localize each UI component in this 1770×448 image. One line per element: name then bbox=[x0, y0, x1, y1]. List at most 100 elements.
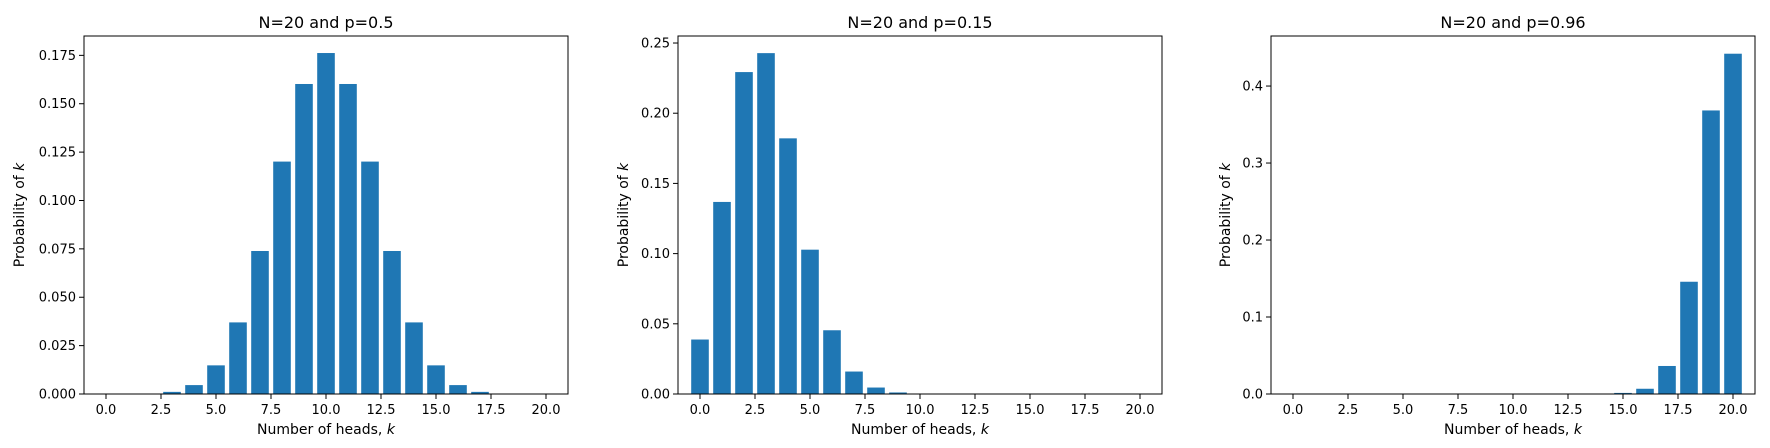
x-tick-label: 15.0 bbox=[1016, 403, 1045, 418]
bar-k-19 bbox=[1702, 110, 1720, 394]
x-tick-label: 0.0 bbox=[96, 403, 117, 418]
x-axis-label-2: Number of heads, k bbox=[851, 422, 990, 438]
y-tick-label: 0.100 bbox=[39, 194, 76, 209]
x-tick-label: 5.0 bbox=[1393, 403, 1414, 418]
bar-k-8 bbox=[867, 387, 885, 394]
bar-k-8 bbox=[273, 161, 291, 394]
x-tick-label: 12.5 bbox=[961, 403, 990, 418]
bar-k-0 bbox=[691, 339, 709, 394]
x-tick-label: 0.0 bbox=[690, 403, 711, 418]
x-ticks-2: 0.0 2.5 5.0 7.5 10.0 12.5 15.0 17.5 20.0 bbox=[690, 394, 1155, 418]
y-tick-label: 0.000 bbox=[39, 388, 76, 403]
y-tick-label: 0.150 bbox=[39, 97, 76, 112]
bar-k-7 bbox=[845, 371, 863, 394]
x-tick-label: 17.5 bbox=[477, 403, 506, 418]
y-tick-label: 0.125 bbox=[39, 146, 76, 161]
y-ticks-2: 0.00 0.05 0.10 0.15 0.20 0.25 bbox=[641, 37, 678, 403]
y-tick-label: 0.4 bbox=[1242, 80, 1263, 95]
bar-k-16 bbox=[1636, 388, 1654, 394]
y-axis-label-3: Probability of k bbox=[1218, 162, 1234, 267]
chart-title-3: N=20 and p=0.96 bbox=[1440, 13, 1585, 32]
y-tick-label: 0.3 bbox=[1242, 157, 1263, 172]
x-tick-label: 2.5 bbox=[1338, 403, 1359, 418]
y-axis-label-2: Probability of k bbox=[616, 162, 632, 267]
x-axis-label-3: Number of heads, k bbox=[1444, 422, 1583, 438]
bar-k-4 bbox=[779, 138, 797, 394]
x-ticks-3: 0.0 2.5 5.0 7.5 10.0 12.5 15.0 17.5 20.0 bbox=[1283, 394, 1748, 418]
y-tick-label: 0.050 bbox=[39, 291, 76, 306]
bar-k-9 bbox=[889, 392, 907, 394]
x-tick-label: 20.0 bbox=[1126, 403, 1155, 418]
y-tick-label: 0.25 bbox=[641, 37, 670, 52]
x-tick-label: 12.5 bbox=[367, 403, 396, 418]
bar-k-14 bbox=[405, 322, 423, 394]
bar-k-10 bbox=[317, 53, 335, 394]
x-tick-label: 0.0 bbox=[1283, 403, 1304, 418]
bar-k-7 bbox=[251, 250, 269, 394]
x-tick-label: 2.5 bbox=[745, 403, 766, 418]
x-tick-label: 5.0 bbox=[206, 403, 227, 418]
bar-k-12 bbox=[361, 161, 379, 394]
y-ticks-3: 0.0 0.1 0.2 0.3 0.4 bbox=[1242, 80, 1271, 403]
bars-3 bbox=[1548, 53, 1742, 395]
bar-k-5 bbox=[207, 365, 225, 394]
bar-k-9 bbox=[295, 83, 313, 395]
x-tick-label: 12.5 bbox=[1554, 403, 1583, 418]
x-tick-label: 10.0 bbox=[312, 403, 341, 418]
x-tick-label: 10.0 bbox=[906, 403, 935, 418]
y-tick-label: 0.20 bbox=[641, 107, 670, 122]
x-tick-label: 5.0 bbox=[800, 403, 821, 418]
bar-k-4 bbox=[185, 385, 203, 394]
chart-title-1: N=20 and p=0.5 bbox=[258, 13, 393, 32]
bar-k-6 bbox=[823, 330, 841, 394]
y-tick-label: 0.05 bbox=[641, 317, 670, 332]
x-tick-label: 2.5 bbox=[151, 403, 172, 418]
y-tick-label: 0.075 bbox=[39, 242, 76, 257]
y-axis-label-1: Probability of k bbox=[12, 162, 28, 267]
x-axis-label-1: Number of heads, k bbox=[257, 422, 396, 438]
bar-k-18 bbox=[1680, 281, 1698, 394]
y-tick-label: 0.1 bbox=[1242, 311, 1263, 326]
chart-panel-2: N=20 and p=0.15 0.0 2.5 5.0 7.5 10.0 12.5 15.0… bbox=[616, 13, 1163, 438]
bar-k-3 bbox=[163, 391, 181, 394]
bar-k-2 bbox=[735, 72, 753, 394]
bar-k-20 bbox=[1724, 53, 1742, 395]
x-tick-label: 15.0 bbox=[422, 403, 451, 418]
bar-k-17 bbox=[471, 391, 489, 394]
bar-k-3 bbox=[757, 53, 775, 394]
x-tick-label: 17.5 bbox=[1664, 403, 1693, 418]
y-tick-label: 0.2 bbox=[1242, 234, 1263, 249]
y-tick-label: 0.15 bbox=[641, 177, 670, 192]
bar-k-15 bbox=[1614, 392, 1632, 394]
x-tick-label: 7.5 bbox=[1448, 403, 1469, 418]
bar-k-6 bbox=[229, 322, 247, 394]
bar-k-16 bbox=[449, 385, 467, 394]
y-tick-label: 0.025 bbox=[39, 339, 76, 354]
y-tick-label: 0.10 bbox=[641, 247, 670, 262]
x-tick-label: 7.5 bbox=[855, 403, 876, 418]
bar-k-1 bbox=[713, 201, 731, 394]
bar-k-11 bbox=[339, 83, 357, 395]
y-tick-label: 0.00 bbox=[641, 388, 670, 403]
chart-panel-3: N=20 and p=0.96 0.0 2.5 5.0 7.5 10.0 12.5 15.0… bbox=[1218, 13, 1756, 438]
bars-2 bbox=[691, 53, 973, 394]
x-tick-label: 7.5 bbox=[261, 403, 282, 418]
x-tick-label: 20.0 bbox=[532, 403, 561, 418]
x-tick-label: 10.0 bbox=[1499, 403, 1528, 418]
x-tick-label: 20.0 bbox=[1719, 403, 1748, 418]
bar-k-17 bbox=[1658, 365, 1676, 394]
bar-k-5 bbox=[801, 249, 819, 394]
bar-k-13 bbox=[383, 250, 401, 394]
x-tick-label: 15.0 bbox=[1609, 403, 1638, 418]
chart-title-2: N=20 and p=0.15 bbox=[847, 13, 992, 32]
y-tick-label: 0.175 bbox=[39, 49, 76, 64]
chart-panel-1: N=20 and p=0.5 0.0 2.5 5.0 7.5 10.0 12.5 15.0 1… bbox=[12, 13, 569, 438]
y-tick-label: 0.0 bbox=[1242, 388, 1263, 403]
x-ticks-1: 0.0 2.5 5.0 7.5 10.0 12.5 15.0 17.5 20.0 bbox=[96, 394, 561, 418]
x-tick-label: 17.5 bbox=[1071, 403, 1100, 418]
bars-1 bbox=[119, 53, 533, 395]
y-ticks-1: 0.000 0.025 0.050 0.075 0.100 0.125 0.150 0.175 bbox=[39, 49, 84, 403]
bar-k-15 bbox=[427, 365, 445, 394]
